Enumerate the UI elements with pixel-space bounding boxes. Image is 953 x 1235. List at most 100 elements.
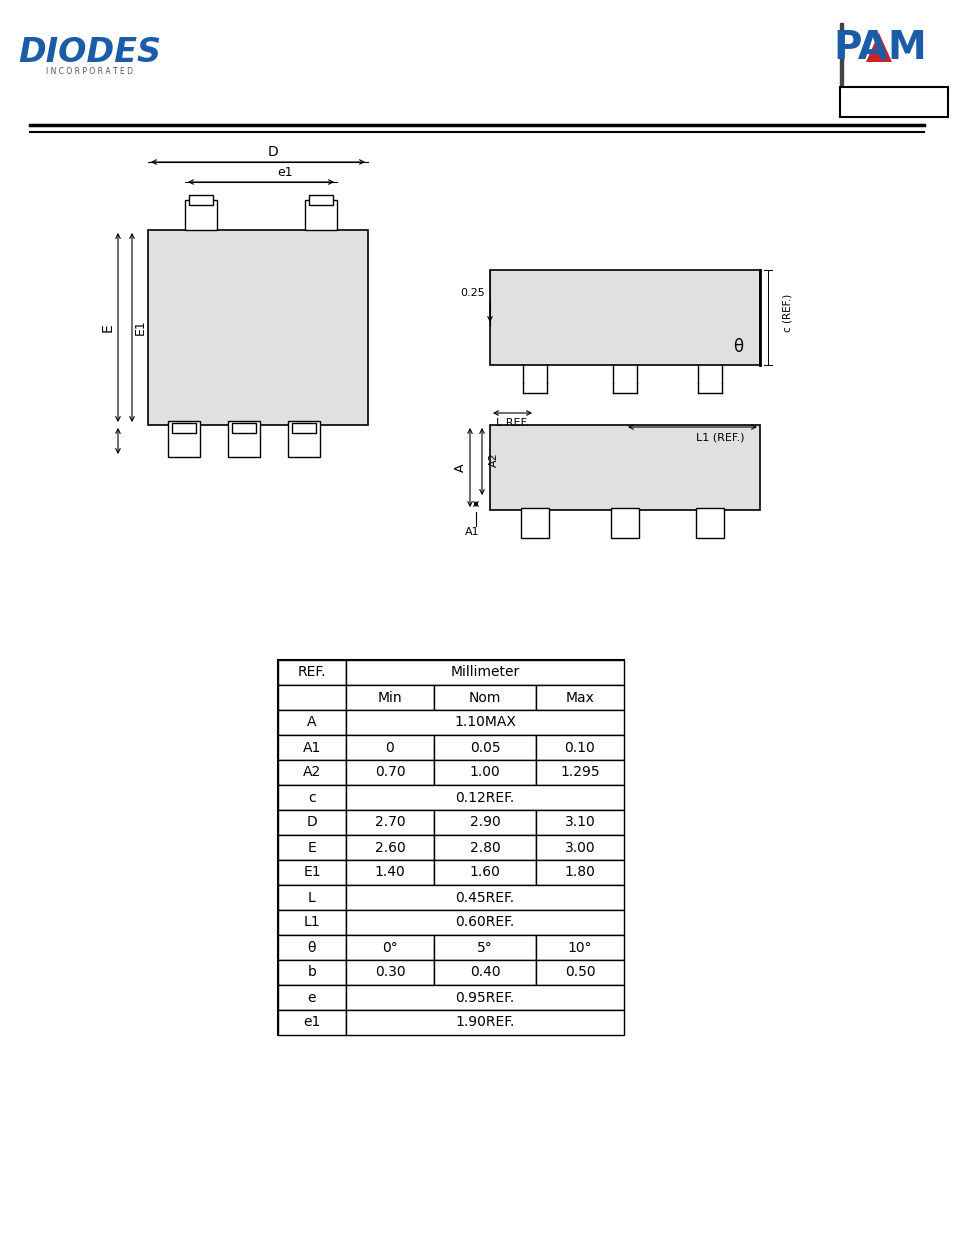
Bar bbox=[346, 685, 434, 710]
Bar bbox=[490, 270, 760, 366]
Text: e1: e1 bbox=[303, 1015, 320, 1030]
Text: 0.05: 0.05 bbox=[469, 741, 499, 755]
Text: 1.60: 1.60 bbox=[469, 866, 500, 879]
Text: 2.90: 2.90 bbox=[469, 815, 500, 830]
Bar bbox=[520, 508, 548, 538]
Bar bbox=[277, 735, 346, 760]
Text: 2.70: 2.70 bbox=[375, 815, 405, 830]
Bar bbox=[277, 659, 623, 1035]
Text: 5°: 5° bbox=[476, 941, 493, 955]
Text: 3.00: 3.00 bbox=[564, 841, 595, 855]
Bar bbox=[346, 860, 434, 885]
Text: 0.10: 0.10 bbox=[564, 741, 595, 755]
Text: 10°: 10° bbox=[567, 941, 592, 955]
Bar bbox=[277, 685, 346, 710]
Bar bbox=[346, 986, 623, 1010]
Bar bbox=[346, 935, 434, 960]
Text: 0.25: 0.25 bbox=[459, 288, 484, 298]
Text: A1: A1 bbox=[302, 741, 321, 755]
Bar bbox=[346, 659, 623, 685]
Text: 0: 0 bbox=[385, 741, 394, 755]
Bar bbox=[277, 860, 346, 885]
Bar bbox=[346, 885, 623, 910]
Bar bbox=[434, 810, 536, 835]
Text: A: A bbox=[453, 463, 466, 472]
Text: Min: Min bbox=[377, 690, 402, 704]
Bar bbox=[277, 810, 346, 835]
Text: L REF.: L REF. bbox=[496, 417, 528, 429]
Text: D: D bbox=[306, 815, 317, 830]
Text: 1.10MAX: 1.10MAX bbox=[454, 715, 516, 730]
Text: 3.10: 3.10 bbox=[564, 815, 595, 830]
Bar bbox=[346, 785, 623, 810]
Bar bbox=[610, 508, 639, 538]
Bar bbox=[277, 710, 346, 735]
Bar bbox=[288, 421, 319, 457]
Bar bbox=[277, 910, 346, 935]
Text: L: L bbox=[308, 890, 315, 904]
Bar bbox=[232, 424, 255, 433]
Bar bbox=[536, 835, 623, 860]
Text: A1: A1 bbox=[464, 527, 478, 537]
Text: REF.: REF. bbox=[297, 666, 326, 679]
Bar bbox=[434, 760, 536, 785]
Bar bbox=[277, 659, 346, 685]
Text: PAM: PAM bbox=[832, 28, 926, 67]
Text: E: E bbox=[101, 324, 115, 332]
Text: 0°: 0° bbox=[382, 941, 397, 955]
Text: 1.90REF.: 1.90REF. bbox=[455, 1015, 515, 1030]
Text: e1: e1 bbox=[277, 165, 293, 179]
Text: E1: E1 bbox=[133, 320, 147, 336]
Bar bbox=[185, 200, 216, 230]
Bar bbox=[277, 785, 346, 810]
Text: Nom: Nom bbox=[468, 690, 500, 704]
Text: θ: θ bbox=[308, 941, 315, 955]
Bar bbox=[228, 421, 260, 457]
Text: 0.60REF.: 0.60REF. bbox=[455, 915, 514, 930]
Bar bbox=[277, 760, 346, 785]
Bar bbox=[277, 935, 346, 960]
Text: 1.295: 1.295 bbox=[559, 766, 599, 779]
Text: 0.70: 0.70 bbox=[375, 766, 405, 779]
Text: A2: A2 bbox=[489, 452, 498, 467]
Text: L1 (REF.): L1 (REF.) bbox=[695, 432, 743, 442]
Bar bbox=[277, 835, 346, 860]
Bar bbox=[434, 735, 536, 760]
Bar bbox=[696, 508, 723, 538]
Text: L1: L1 bbox=[303, 915, 320, 930]
Bar bbox=[346, 960, 434, 986]
Text: 0.12REF.: 0.12REF. bbox=[455, 790, 514, 804]
Text: e: e bbox=[308, 990, 315, 1004]
Bar bbox=[148, 230, 368, 425]
Bar bbox=[277, 885, 346, 910]
Text: E1: E1 bbox=[303, 866, 320, 879]
Bar bbox=[490, 425, 760, 510]
Text: A2: A2 bbox=[302, 766, 321, 779]
Bar bbox=[277, 1010, 346, 1035]
Bar bbox=[536, 810, 623, 835]
Bar bbox=[434, 685, 536, 710]
Polygon shape bbox=[865, 33, 891, 62]
Text: Millimeter: Millimeter bbox=[450, 666, 519, 679]
Text: θ: θ bbox=[732, 338, 742, 356]
Text: E: E bbox=[307, 841, 316, 855]
Bar bbox=[346, 710, 623, 735]
Text: 0.40: 0.40 bbox=[469, 966, 499, 979]
Bar bbox=[536, 685, 623, 710]
Text: DIODES: DIODES bbox=[18, 37, 161, 69]
Bar bbox=[434, 835, 536, 860]
Bar bbox=[434, 960, 536, 986]
Text: 1.00: 1.00 bbox=[469, 766, 500, 779]
Text: c: c bbox=[308, 790, 315, 804]
Bar bbox=[346, 735, 434, 760]
Bar bbox=[434, 935, 536, 960]
Text: 1.80: 1.80 bbox=[564, 866, 595, 879]
Bar bbox=[346, 760, 434, 785]
Text: 2.60: 2.60 bbox=[375, 841, 405, 855]
Bar bbox=[172, 424, 195, 433]
Bar bbox=[346, 1010, 623, 1035]
Text: 0.50: 0.50 bbox=[564, 966, 595, 979]
Bar bbox=[305, 200, 336, 230]
Text: c (REF.): c (REF.) bbox=[782, 294, 792, 332]
Text: 1.40: 1.40 bbox=[375, 866, 405, 879]
